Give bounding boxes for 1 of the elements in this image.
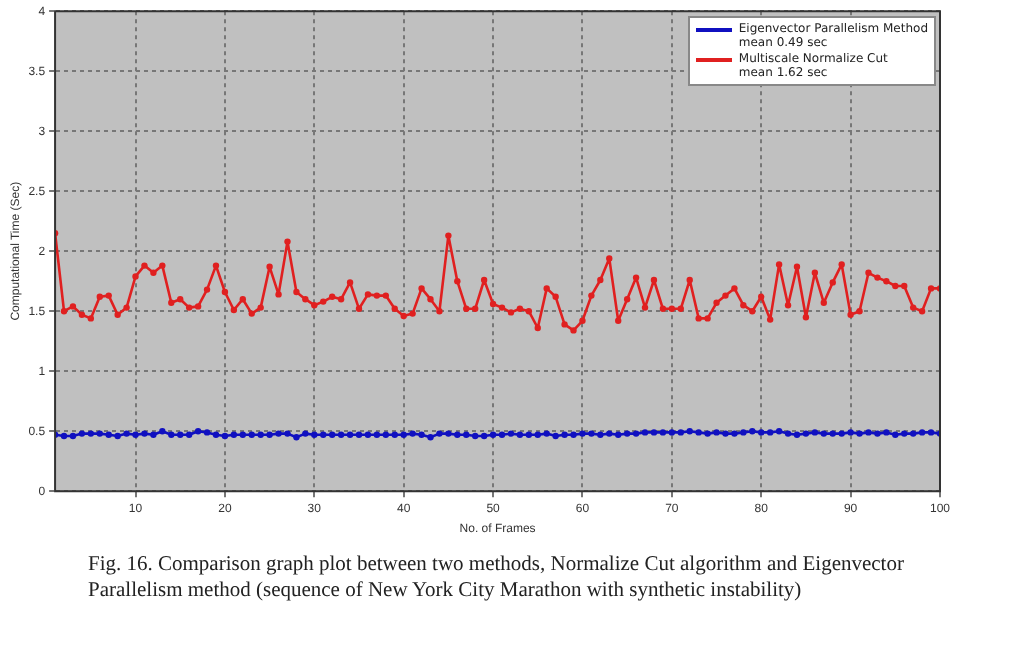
caption: Fig. 16. Comparison graph plot between two methods, Normalize Cut algorithm and Eigenvector Parallelism method (sequence of New York City Marathon with synthetic instability) bbox=[88, 552, 906, 604]
